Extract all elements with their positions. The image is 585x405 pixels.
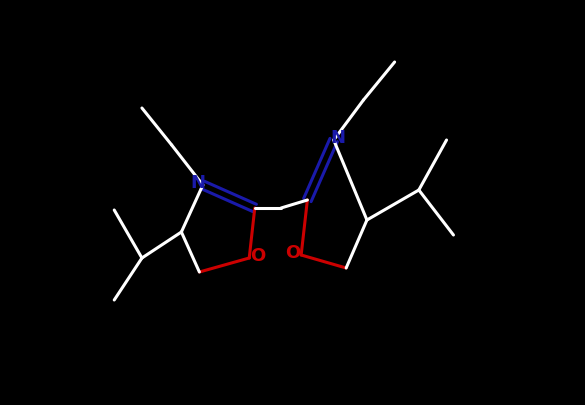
Text: O: O [250, 247, 265, 265]
Text: N: N [331, 129, 345, 147]
Text: N: N [190, 174, 205, 192]
Text: O: O [285, 244, 301, 262]
